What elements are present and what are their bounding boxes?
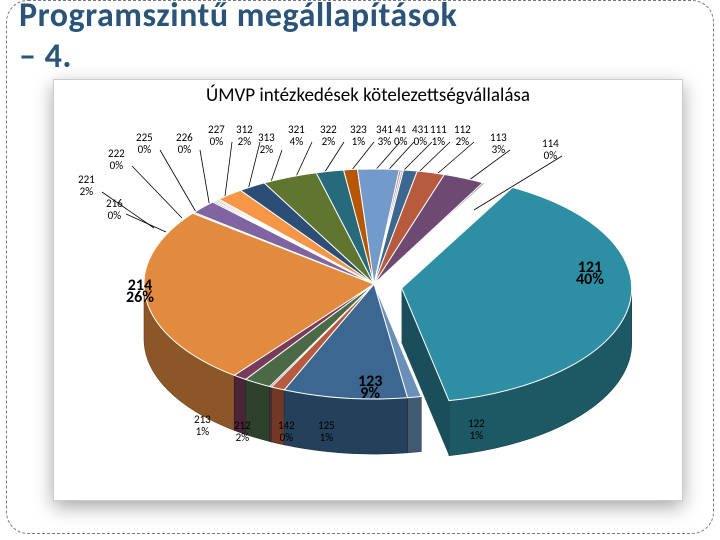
slice-label-114: 114 0% bbox=[542, 138, 559, 162]
slice-label-112: 112 2% bbox=[454, 124, 471, 148]
slice-label-142: 142 0% bbox=[278, 420, 295, 444]
slice-label-212: 212 2% bbox=[234, 420, 251, 444]
chart-title: ÚMVP intézkedések kötelezettségvállalása bbox=[54, 84, 682, 107]
slice-label-226: 226 0% bbox=[176, 132, 193, 156]
slice-label-227: 227 0% bbox=[208, 124, 225, 148]
slice-label-214: 214 26% bbox=[126, 280, 154, 304]
slice-label-41: 41 0% bbox=[394, 124, 407, 148]
slice-label-213: 213 1% bbox=[194, 414, 211, 438]
slice-label-113: 113 3% bbox=[490, 132, 507, 156]
slice-label-321: 321 4% bbox=[288, 124, 305, 148]
slice-label-431: 431 0% bbox=[412, 124, 429, 148]
slice-label-122: 122 1% bbox=[468, 418, 485, 442]
slice-label-121: 121 40% bbox=[576, 262, 604, 286]
slice-label-341: 341 3% bbox=[376, 124, 393, 148]
slice-label-222: 222 0% bbox=[108, 148, 125, 172]
slice-label-111: 111 1% bbox=[430, 124, 447, 148]
slice-label-322: 322 2% bbox=[320, 124, 337, 148]
pie-chart-svg bbox=[54, 114, 682, 500]
slice-label-216: 216 0% bbox=[106, 198, 123, 222]
slice-label-225: 225 0% bbox=[136, 132, 153, 156]
slice-label-123: 123 9% bbox=[358, 376, 382, 400]
slice-label-221: 221 2% bbox=[78, 174, 95, 198]
slice-label-313: 313 2% bbox=[258, 132, 275, 156]
slice-label-312: 312 2% bbox=[236, 124, 253, 148]
slice-label-323: 323 1% bbox=[350, 124, 367, 148]
slide-frame: Programszintű megállapítások– 4. ÚMVP in… bbox=[6, 0, 714, 534]
page-title: Programszintű megállapítások– 4. bbox=[19, 0, 457, 77]
pie-chart-panel: ÚMVP intézkedések kötelezettségvállalása… bbox=[53, 79, 683, 501]
slice-label-125: 125 1% bbox=[318, 420, 335, 444]
